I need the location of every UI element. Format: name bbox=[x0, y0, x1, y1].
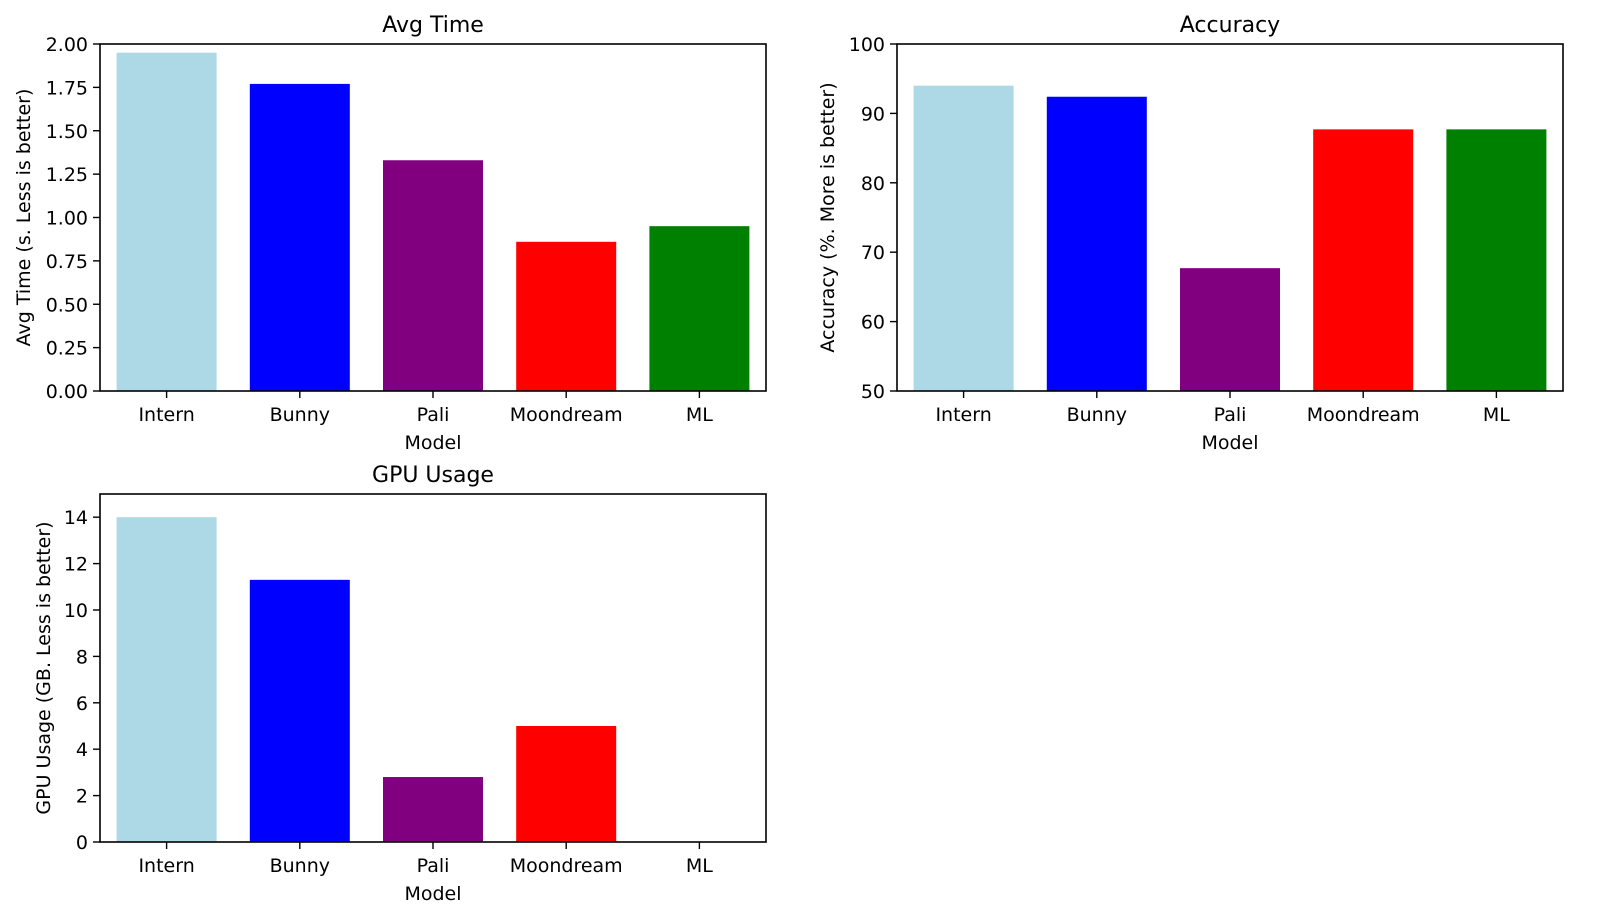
accuracy-bar-pali bbox=[1180, 268, 1280, 391]
accuracy-bar-ml bbox=[1446, 129, 1547, 391]
gpu-usage-bar-bunny bbox=[249, 579, 350, 842]
gpu-usage-y-tick-label: 10 bbox=[64, 600, 88, 622]
avg-time-y-tick-label: 0.25 bbox=[46, 338, 88, 360]
accuracy-bar-moondream bbox=[1313, 129, 1414, 391]
accuracy-bar-bunny bbox=[1046, 96, 1147, 391]
accuracy-x-axis-label: Model bbox=[1201, 432, 1258, 454]
gpu-usage-y-tick-label: 0 bbox=[76, 832, 88, 854]
gpu-usage-x-tick-label: ML bbox=[686, 855, 713, 877]
avg-time-y-tick-label: 1.75 bbox=[46, 77, 88, 99]
accuracy-title: Accuracy bbox=[1180, 13, 1280, 38]
gpu-usage-title: GPU Usage bbox=[372, 463, 494, 488]
avg-time-x-axis-label: Model bbox=[404, 432, 461, 454]
accuracy-y-tick-label: 90 bbox=[861, 103, 885, 125]
gpu-usage-y-tick-label: 8 bbox=[76, 646, 88, 668]
gpu-usage-y-tick-label: 2 bbox=[76, 786, 88, 808]
accuracy-y-tick-label: 50 bbox=[861, 381, 885, 403]
avg-time-y-tick-label: 0.00 bbox=[46, 381, 88, 403]
accuracy-y-axis-label: Accuracy (%. More is better) bbox=[817, 82, 839, 352]
gpu-usage-y-axis-label: GPU Usage (GB. Less is better) bbox=[33, 521, 55, 814]
gpu-usage-y-tick-label: 14 bbox=[64, 507, 88, 529]
accuracy-y-tick-label: 100 bbox=[849, 34, 885, 56]
avg-time-title: Avg Time bbox=[382, 13, 484, 38]
accuracy-y-tick-label: 70 bbox=[861, 242, 885, 264]
accuracy-x-tick-label: Pali bbox=[1214, 404, 1247, 426]
avg-time-y-tick-label: 2.00 bbox=[46, 34, 88, 56]
avg-time-x-tick-label: Moondream bbox=[510, 404, 623, 426]
avg-time-bar-ml bbox=[649, 226, 750, 391]
avg-time-chart: 0.00 0.25 0.50 0.75 1.00 1.25 1.50 1.75 2.00 Inte… bbox=[13, 13, 767, 454]
accuracy-x-tick-label: Moondream bbox=[1307, 404, 1420, 426]
accuracy-y-tick-label: 80 bbox=[861, 173, 885, 195]
gpu-usage-y-tick-label: 4 bbox=[76, 739, 88, 761]
gpu-usage-x-tick-label: Pali bbox=[417, 855, 450, 877]
gpu-usage-chart: 0 2 4 6 8 10 12 14 Intern Bunny Pali Moondream ML GPU… bbox=[33, 463, 767, 905]
gpu-usage-y-tick-label: 12 bbox=[64, 554, 88, 576]
avg-time-x-tick-label: ML bbox=[686, 404, 713, 426]
accuracy-bar-intern bbox=[913, 85, 1014, 391]
avg-time-y-axis-label: Avg Time (s. Less is better) bbox=[13, 89, 35, 347]
gpu-usage-y-tick-label: 6 bbox=[76, 693, 88, 715]
gpu-usage-x-tick-label: Bunny bbox=[270, 855, 330, 877]
accuracy-x-tick-label: Intern bbox=[935, 404, 991, 426]
gpu-usage-x-tick-label: Moondream bbox=[510, 855, 623, 877]
avg-time-bar-pali bbox=[383, 160, 483, 391]
avg-time-y-tick-label: 1.25 bbox=[46, 164, 88, 186]
avg-time-y-tick-label: 0.50 bbox=[46, 294, 88, 316]
gpu-usage-bar-pali bbox=[383, 777, 483, 842]
gpu-usage-bar-moondream bbox=[516, 726, 617, 842]
gpu-usage-x-axis-label: Model bbox=[404, 883, 461, 905]
accuracy-chart: 50 60 70 80 90 100 Intern Bunny Pali Moondream ML A… bbox=[817, 13, 1564, 454]
accuracy-x-tick-label: ML bbox=[1483, 404, 1510, 426]
gpu-usage-bar-intern bbox=[116, 517, 217, 842]
avg-time-y-tick-label: 0.75 bbox=[46, 251, 88, 273]
avg-time-y-tick-label: 1.00 bbox=[46, 208, 88, 230]
gpu-usage-x-tick-label: Intern bbox=[138, 855, 194, 877]
avg-time-bar-intern bbox=[116, 52, 217, 392]
avg-time-y-tick-label: 1.50 bbox=[46, 121, 88, 143]
accuracy-y-tick-label: 60 bbox=[861, 312, 885, 334]
avg-time-bar-bunny bbox=[249, 83, 350, 391]
avg-time-x-tick-label: Intern bbox=[138, 404, 194, 426]
accuracy-x-tick-label: Bunny bbox=[1067, 404, 1127, 426]
avg-time-x-tick-label: Pali bbox=[417, 404, 450, 426]
avg-time-x-tick-label: Bunny bbox=[270, 404, 330, 426]
avg-time-bar-moondream bbox=[516, 241, 617, 391]
